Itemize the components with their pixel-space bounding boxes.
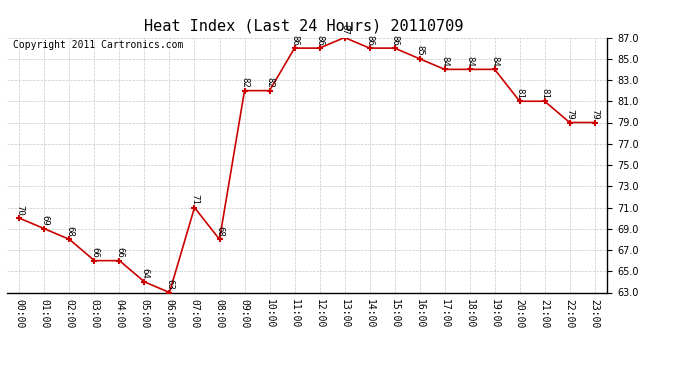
Text: 69: 69	[40, 215, 49, 226]
Text: 79: 79	[590, 109, 599, 120]
Text: Copyright 2011 Cartronics.com: Copyright 2011 Cartronics.com	[13, 40, 184, 50]
Text: 64: 64	[140, 268, 149, 279]
Text: 81: 81	[540, 88, 549, 99]
Text: 86: 86	[365, 34, 374, 45]
Text: 68: 68	[65, 226, 74, 237]
Text: 86: 86	[315, 34, 324, 45]
Text: 66: 66	[90, 247, 99, 258]
Text: 81: 81	[515, 88, 524, 99]
Text: 84: 84	[440, 56, 449, 67]
Text: Heat Index (Last 24 Hours) 20110709: Heat Index (Last 24 Hours) 20110709	[144, 19, 463, 34]
Text: 86: 86	[390, 34, 399, 45]
Text: 68: 68	[215, 226, 224, 237]
Text: 82: 82	[265, 77, 274, 88]
Text: 66: 66	[115, 247, 124, 258]
Text: 84: 84	[490, 56, 499, 67]
Text: 86: 86	[290, 34, 299, 45]
Text: 79: 79	[565, 109, 574, 120]
Text: 70: 70	[15, 205, 24, 215]
Text: 63: 63	[165, 279, 174, 290]
Text: 87: 87	[340, 24, 349, 35]
Text: 84: 84	[465, 56, 474, 67]
Text: 85: 85	[415, 45, 424, 56]
Text: 82: 82	[240, 77, 249, 88]
Text: 71: 71	[190, 194, 199, 205]
